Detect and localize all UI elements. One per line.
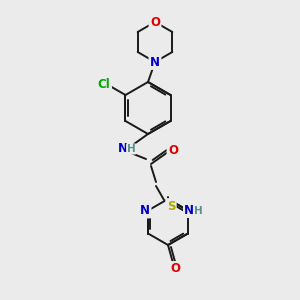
- Text: O: O: [150, 16, 160, 28]
- Text: S: S: [167, 200, 175, 212]
- Text: O: O: [168, 143, 178, 157]
- Text: N: N: [184, 204, 194, 217]
- Text: Cl: Cl: [98, 77, 110, 91]
- Text: H: H: [194, 206, 202, 215]
- Text: N: N: [118, 142, 128, 155]
- Text: N: N: [150, 56, 160, 68]
- Text: N: N: [140, 204, 150, 217]
- Text: H: H: [127, 144, 135, 154]
- Text: O: O: [170, 262, 180, 275]
